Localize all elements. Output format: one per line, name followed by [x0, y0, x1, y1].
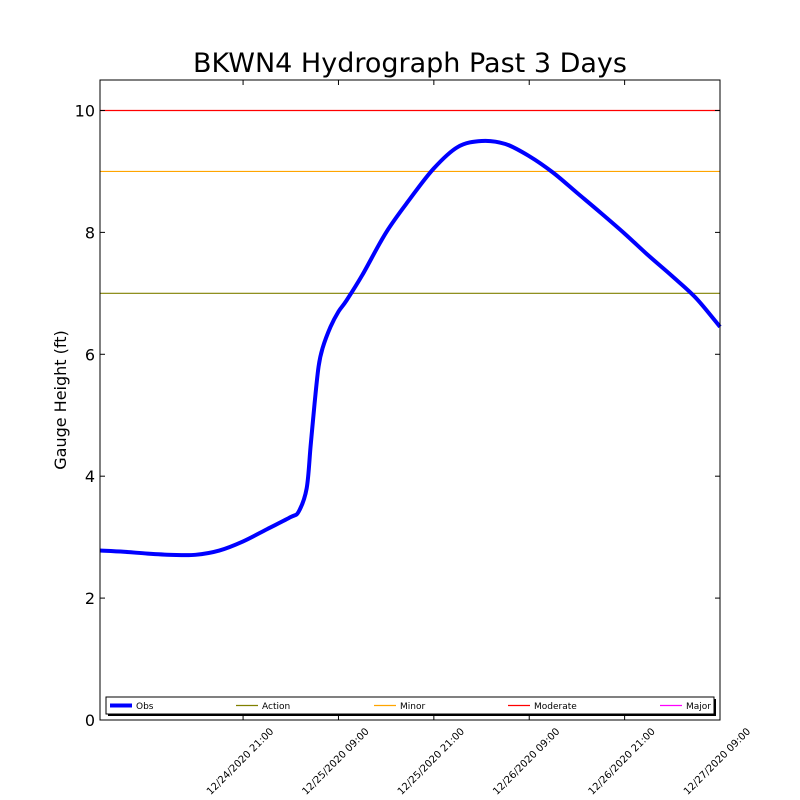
series-line-obs [99, 138, 722, 558]
y-tick-label: 0 [85, 711, 95, 730]
plot-frame [99, 79, 721, 721]
x-tick-label: 12/27/2020 09:00 [682, 726, 753, 797]
legend-label-minor: Minor [400, 702, 425, 712]
plot-area [100, 80, 720, 720]
x-tick-label: 12/26/2020 09:00 [491, 726, 562, 797]
legend-label-moderate: Moderate [534, 702, 577, 712]
y-tick-label: 8 [85, 223, 95, 242]
legend-label-major: Major [686, 702, 711, 712]
y-tick-label: 6 [85, 345, 95, 364]
y-tick-label: 4 [85, 467, 95, 486]
x-tick-label: 12/26/2020 21:00 [587, 726, 658, 797]
series-group [99, 138, 722, 558]
legend-label-obs: Obs [136, 702, 154, 712]
y-tick-label: 2 [85, 589, 95, 608]
y-axis-label: Gauge Height (ft) [51, 330, 70, 470]
threshold-lines [100, 109, 720, 294]
x-tick-label: 12/25/2020 21:00 [396, 726, 467, 797]
y-ticks: 0 2 4 6 8 10 [75, 101, 720, 730]
x-tick-label: 12/25/2020 09:00 [300, 726, 371, 797]
legend: Obs Action Minor Moderate Major [105, 696, 716, 716]
y-tick-label: 10 [75, 101, 95, 120]
legend-box [105, 696, 715, 715]
x-tick-label: 12/24/2020 21:00 [205, 726, 276, 797]
chart-title: BKWN4 Hydrograph Past 3 Days [193, 48, 627, 79]
legend-label-action: Action [262, 702, 290, 712]
